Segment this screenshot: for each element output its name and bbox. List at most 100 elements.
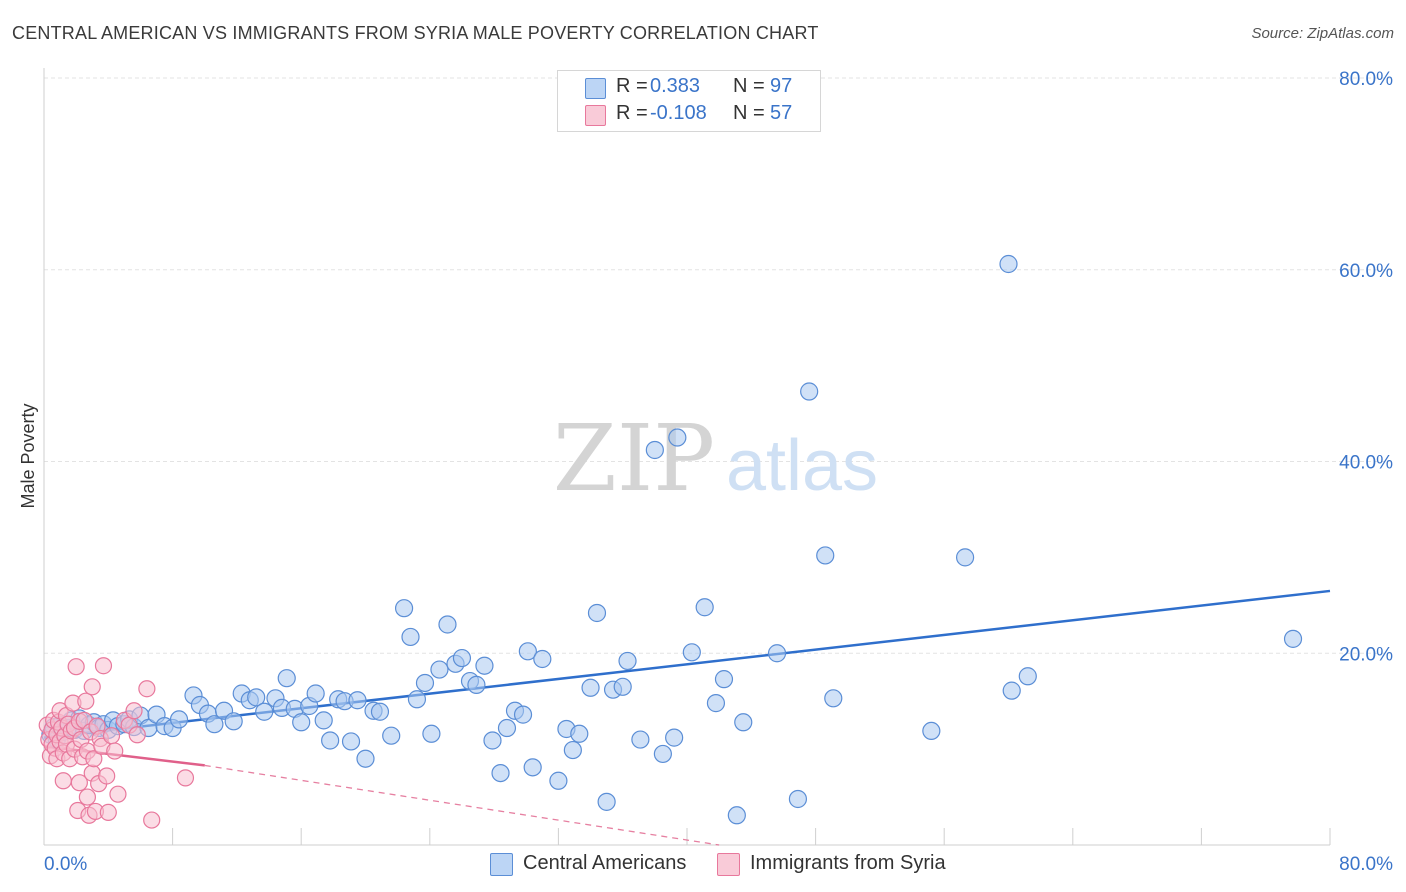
point-central-american [513,705,533,724]
point-central-american [407,690,427,709]
legend-label: Immigrants from Syria [750,852,946,874]
point-central-american [816,546,835,565]
point-central-american [497,718,517,738]
axis-labels: 20.0% 40.0% 60.0% 80.0% 0.0% 80.0% Male Povert… [18,69,1393,875]
grid-lines [44,77,1392,654]
point-central-american [618,651,637,671]
watermark-atlas: atlas [726,426,878,506]
point-central-american [1283,629,1303,648]
point-central-american [356,749,375,768]
point-central-american [277,669,296,688]
point-central-american [370,702,390,721]
point-central-american [706,694,726,713]
stats-row-syria: R = -0.108 N = 57 [558,101,820,127]
point-central-american [563,740,582,760]
data-points [38,254,1303,829]
blue-swatch [585,78,606,99]
point-syria [128,726,146,744]
x-tick-label: 80.0% [1339,854,1393,875]
point-central-american [205,715,224,734]
point-central-american [1018,667,1037,686]
point-syria [70,774,88,792]
point-central-american [653,744,672,764]
point-syria [106,742,124,760]
point-syria [125,702,143,720]
point-central-american [665,728,684,747]
n-label: N = [733,75,765,97]
point-central-american [348,691,367,710]
point-central-american [734,713,753,732]
series-legend: Central Americans Immigrants from Syria [0,852,1406,878]
point-central-american [321,731,340,750]
point-syria [77,692,95,710]
pink-swatch [717,853,740,876]
n-value: 57 [770,102,793,124]
point-central-american [467,675,486,694]
point-central-american [727,806,746,825]
point-central-american [438,615,457,634]
point-central-american [382,726,401,745]
point-central-american [549,771,568,790]
watermark: ZIP atlas [553,405,878,512]
point-central-american [581,678,600,697]
point-central-american [788,789,808,809]
point-central-american [922,721,941,741]
point-syria [98,767,116,785]
point-central-american [587,603,607,623]
point-central-american [570,724,589,743]
point-central-american [714,670,734,689]
pink-swatch [585,105,606,126]
stats-legend: R = 0.383 N = 97 R = -0.108 N = 57 [557,70,821,132]
n-label: N = [733,102,765,124]
point-central-american [491,763,510,783]
point-central-american [824,689,843,708]
point-central-american [422,724,441,743]
r-label: R = [616,102,648,124]
point-central-american [247,688,266,707]
point-central-american [800,382,819,401]
blue-swatch [490,853,513,876]
point-central-american [483,731,502,750]
point-central-american [430,660,449,679]
point-syria [54,772,72,790]
point-central-american [999,254,1018,274]
point-syria [94,657,113,675]
point-central-american [518,642,537,661]
y-tick-label: 40.0% [1339,453,1393,474]
watermark-zip: ZIP [553,405,715,512]
point-central-american [523,758,542,777]
point-central-american [533,649,552,669]
legend-label: Central Americans [523,852,687,874]
point-central-american [682,643,701,662]
point-syria [109,785,127,803]
point-central-american [695,598,714,617]
y-tick-label: 20.0% [1339,644,1393,665]
point-central-american [292,713,311,732]
r-value: 0.383 [650,75,701,97]
point-central-american [255,702,274,721]
point-central-american [475,656,494,675]
axes [43,68,1331,846]
point-central-american [452,648,472,668]
point-central-american [306,684,325,703]
y-tick-label: 60.0% [1339,261,1393,282]
point-central-american [314,711,333,730]
point-central-american [597,792,616,811]
point-syria [138,680,156,698]
point-central-american [631,730,650,749]
point-syria [85,750,103,768]
point-central-american [613,677,632,696]
point-central-american [394,599,414,618]
n-value: 97 [770,75,793,97]
point-central-american [668,428,687,447]
y-axis-title: Male Poverty [18,403,38,508]
trend-line-syria-extension [204,764,720,846]
source-label: Source: ZipAtlas.com [1251,25,1394,42]
point-syria [143,811,161,829]
point-central-american [1002,681,1021,700]
point-syria [67,658,85,676]
r-label: R = [616,75,648,97]
point-central-american [224,712,243,731]
chart-title: CENTRAL AMERICAN VS IMMIGRANTS FROM SYRI… [12,23,819,43]
